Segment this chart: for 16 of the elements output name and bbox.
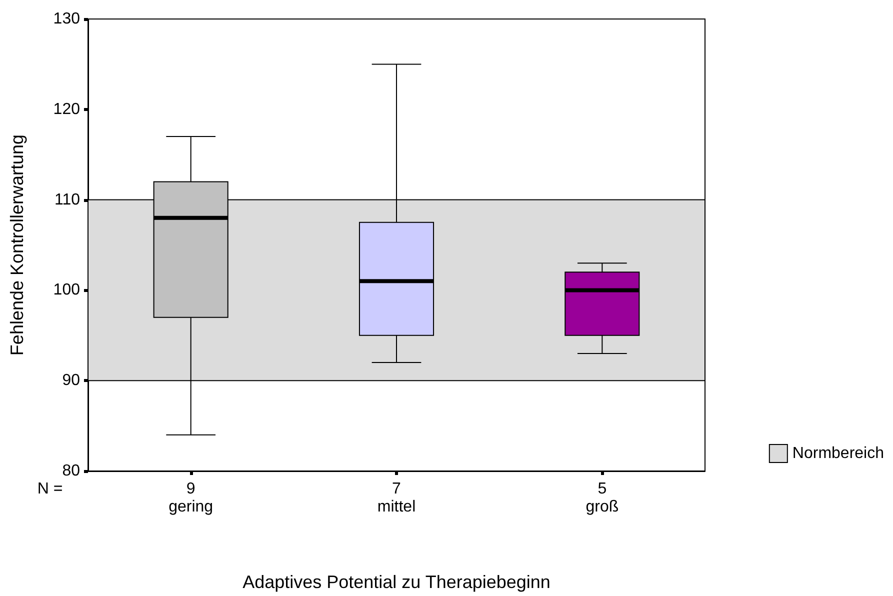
y-tick-label: 130 [53,10,80,28]
x-tick-label: mittel [377,498,416,516]
text: 9 [186,480,196,498]
y-tick-label: 100 [53,282,80,299]
text: 5 [598,480,607,498]
x-tick-label: gering [168,498,214,516]
y-tick-label: 120 [53,100,80,118]
y-tick-label: 90 [62,372,80,390]
x-tick-label: groß [586,498,619,516]
text: 7 [392,480,402,498]
y-axis-title: Fehlende Kontrollerwartung [7,134,27,356]
text: N = [37,480,63,498]
y-tick-label: 80 [62,462,80,480]
y-tick-label: 110 [54,191,80,208]
x-axis-title: Adaptives Potential zu Therapiebeginn [242,572,550,592]
legend-label: Normbereich [792,445,884,462]
